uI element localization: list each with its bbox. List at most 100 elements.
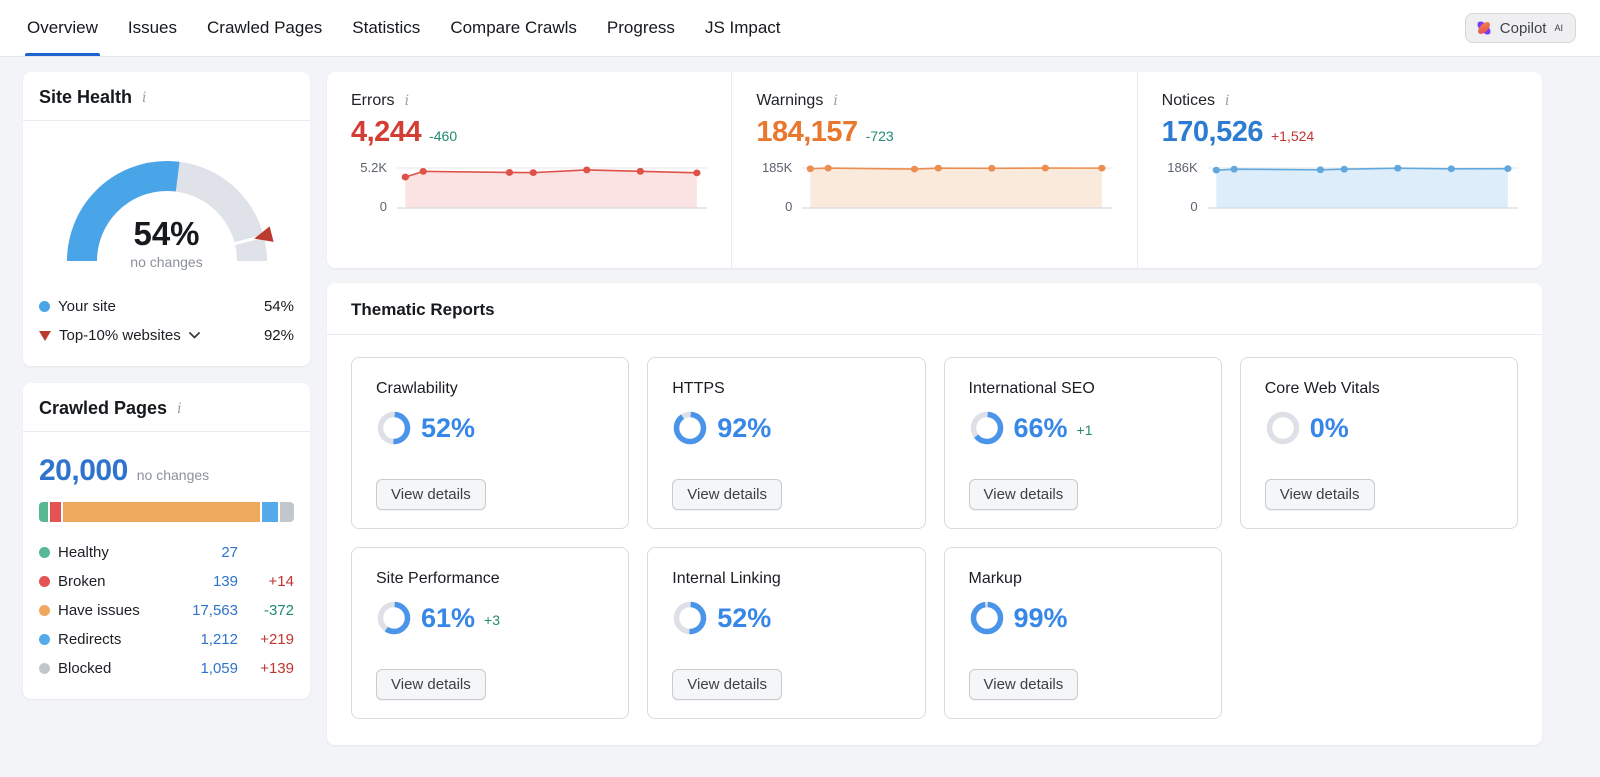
metric-sparkline — [397, 166, 708, 209]
metric-value[interactable]: 4,244 — [351, 116, 422, 148]
legend-label: Your site — [58, 298, 116, 315]
pages-row-label: Broken — [58, 573, 106, 590]
metric-value[interactable]: 170,526 — [1161, 116, 1264, 148]
pages-row-value[interactable]: 139 — [212, 573, 238, 590]
pages-row-label: Have issues — [58, 602, 140, 619]
view-details-button[interactable]: View details — [968, 479, 1079, 510]
nav-tab-overview[interactable]: Overview — [25, 0, 100, 56]
y-axis-zero-label: 0 — [785, 199, 793, 214]
gauge-score-arc — [66, 161, 267, 262]
view-details-button[interactable]: View details — [672, 479, 783, 510]
bar-segment-broken — [49, 502, 61, 522]
legend-dot-icon — [39, 605, 50, 616]
metric-change: -460 — [429, 128, 458, 144]
view-details-button[interactable]: View details — [376, 479, 486, 510]
metric-change: -723 — [865, 128, 894, 144]
info-icon[interactable]: i — [177, 400, 182, 417]
thematic-card-title: International SEO — [968, 380, 1095, 397]
pages-row-label: Healthy — [58, 544, 109, 561]
metric-sparkline — [802, 164, 1113, 209]
thematic-score-percent: 52% — [717, 602, 772, 633]
info-icon[interactable]: i — [1225, 93, 1230, 109]
metric-value[interactable]: 184,157 — [756, 116, 858, 148]
legend-dot-icon — [39, 576, 50, 587]
nav-tab-js-impact[interactable]: JS Impact — [704, 18, 781, 37]
nav-tab-compare-crawls[interactable]: Compare Crawls — [450, 18, 577, 37]
thematic-score-percent: 0% — [1309, 412, 1349, 443]
thematic-score-percent: 52% — [421, 412, 476, 443]
site-health-legend: Your site 54% Top-10% websites 92% — [39, 292, 294, 350]
pages-row-value[interactable]: 17,563 — [192, 602, 238, 619]
bar-segment-have-issues — [62, 502, 261, 522]
site-health-title: Site Health — [39, 87, 133, 107]
thematic-score-percent: 66% — [1013, 412, 1068, 443]
legend-dot-icon — [39, 634, 50, 645]
info-icon[interactable]: i — [833, 93, 838, 109]
info-icon[interactable]: i — [404, 93, 410, 109]
view-details-button[interactable]: View details — [1264, 479, 1375, 510]
metrics-panel: Errors i 4,244 -460 5.2K 0 Warnings i 184,157 -72… — [327, 72, 1542, 268]
copilot-icon — [1475, 19, 1493, 37]
thematic-card-title: Site Performance — [376, 570, 500, 587]
legend-dot-icon — [39, 301, 50, 312]
thematic-card-title: Crawlability — [376, 380, 458, 397]
y-axis-zero-label: 0 — [379, 199, 387, 214]
copilot-button[interactable]: Copilot AI — [1464, 13, 1576, 43]
crawled-pages-total: 20,000 — [39, 454, 128, 487]
progress-ring — [377, 411, 411, 445]
view-details-button[interactable]: View details — [376, 669, 486, 700]
thematic-card-crawlability: Crawlability 52% View details — [351, 357, 630, 529]
nav-tab-issues[interactable]: Issues — [127, 18, 177, 37]
pages-row-redirects: Redirects 1,212 +219 — [39, 625, 294, 654]
progress-ring — [377, 601, 411, 635]
site-health-legend-row-top-10-websites[interactable]: Top-10% websites 92% — [39, 321, 294, 350]
thematic-score-percent: 61% — [421, 602, 476, 633]
pages-row-healthy: Healthy 27 — [39, 538, 294, 567]
crawled-pages-title: Crawled Pages — [39, 398, 168, 418]
thematic-reports-panel: Thematic Reports Crawlability 52% View det… — [327, 283, 1542, 745]
progress-ring — [674, 411, 707, 445]
nav-tab-crawled-pages[interactable]: Crawled Pages — [207, 18, 323, 37]
pages-row-change: +219 — [260, 631, 294, 648]
progress-ring — [970, 601, 1003, 635]
pages-row-value[interactable]: 1,059 — [200, 660, 238, 677]
thematic-card-title: HTTPS — [672, 380, 725, 397]
site-health-card: Site Health i 54% no changes Your site 54… — [23, 72, 310, 366]
pages-row-value[interactable]: 27 — [221, 544, 238, 561]
bar-segment-healthy — [39, 502, 48, 522]
thematic-score-change: +1 — [1076, 422, 1093, 438]
pages-row-change: -372 — [263, 602, 294, 619]
y-axis-max-label: 5.2K — [360, 160, 387, 175]
pages-row-blocked: Blocked 1,059 +139 — [39, 654, 294, 683]
nav-tab-statistics[interactable]: Statistics — [352, 18, 421, 37]
nav-tab-progress[interactable]: Progress — [606, 18, 675, 37]
benchmark-marker-icon — [253, 226, 274, 242]
info-icon[interactable]: i — [142, 89, 147, 106]
legend-triangle-icon — [39, 330, 51, 341]
bar-segment-blocked — [280, 502, 294, 522]
metric-change: +1,524 — [1270, 128, 1315, 144]
thematic-card-site-performance: Site Performance 61% +3 View details — [351, 547, 630, 719]
thematic-score-percent: 92% — [717, 412, 772, 443]
top-nav: Overview Issues Crawled Pages Statistics Com… — [0, 0, 1600, 57]
thematic-score-percent: 99% — [1013, 602, 1068, 633]
legend-value: 92% — [263, 327, 294, 344]
thematic-card-international-seo: International SEO 66% +1 View details — [943, 357, 1222, 529]
chevron-down-icon[interactable] — [188, 332, 200, 339]
copilot-sup: AI — [1554, 23, 1563, 33]
crawled-pages-change-label: no changes — [136, 467, 210, 483]
view-details-button[interactable]: View details — [672, 669, 783, 700]
thematic-card-title: Internal Linking — [672, 570, 781, 587]
metric-errors: Errors i 4,244 -460 5.2K 0 — [327, 72, 731, 268]
thematic-card-internal-linking: Internal Linking 52% View details — [647, 547, 926, 719]
pages-row-change: +139 — [260, 660, 294, 677]
thematic-card-core-web-vitals: Core Web Vitals 0% View details — [1239, 357, 1518, 529]
y-axis-max-label: 186K — [1167, 160, 1198, 175]
thematic-score-change: +3 — [484, 612, 501, 628]
legend-label: Top-10% websites — [59, 327, 181, 344]
legend-dot-icon — [39, 663, 50, 674]
metric-sparkline — [1207, 164, 1518, 209]
view-details-button[interactable]: View details — [968, 669, 1079, 700]
pages-row-value[interactable]: 1,212 — [200, 631, 238, 648]
site-health-gauge: 54% no changes — [47, 141, 287, 278]
